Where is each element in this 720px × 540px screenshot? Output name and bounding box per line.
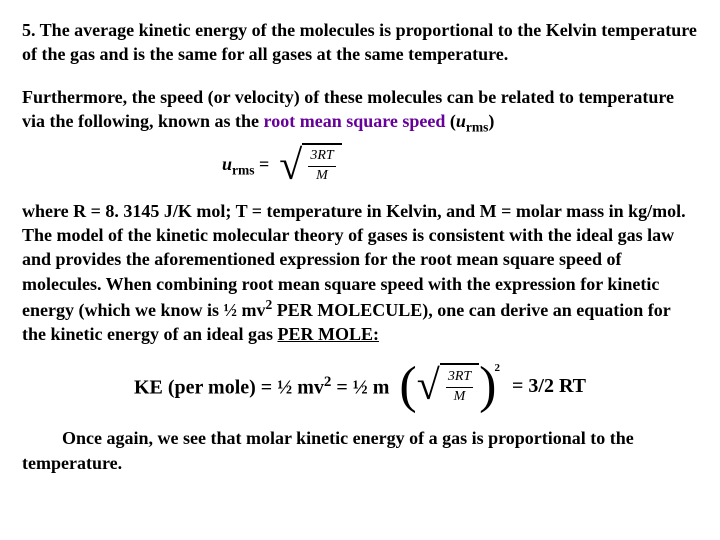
fraction-numerator-2: 3RT (446, 368, 473, 388)
ke-text-b: = ½ m (331, 376, 389, 398)
fraction-denominator-2: M (452, 388, 468, 407)
ke-text-a: KE (per mole) = ½ mv (134, 376, 324, 398)
radical-body: 3RT M (302, 143, 341, 189)
rms-subscript: rms (466, 119, 489, 134)
fraction-denominator: M (314, 167, 330, 186)
u-symbol-eq: u (222, 154, 232, 174)
ke-rhs: = 3/2 RT (512, 373, 586, 400)
sqrt-expression-2: √ 3RT M (417, 363, 479, 409)
equals-sign: = (255, 154, 270, 174)
urms-lhs: urms = (222, 152, 269, 180)
rms-term: root mean square speed (264, 111, 446, 131)
paragraph-intro: Furthermore, the speed (or velocity) of … (22, 85, 698, 137)
left-paren-icon: ( (399, 360, 416, 412)
para1-text-f: ) (488, 111, 494, 131)
radical-sign-icon: √ (279, 143, 302, 189)
para1-text-c: ( (445, 111, 456, 131)
paragraph-explanation: where R = 8. 3145 J/K mol; T = temperatu… (22, 199, 698, 347)
squared-exponent: 2 (494, 361, 500, 376)
radical-body-2: 3RT M (440, 363, 479, 409)
urms-equation: urms = √ 3RT M (22, 143, 698, 189)
sqrt-expression: √ 3RT M (279, 143, 341, 189)
per-mole-underline: PER MOLE: (277, 324, 379, 344)
point-5-heading: 5. The average kinetic energy of the mol… (22, 18, 698, 67)
fraction-numerator: 3RT (308, 147, 335, 167)
u-symbol: u (456, 111, 466, 131)
ke-equation: KE (per mole) = ½ mv2 = ½ m ( √ 3RT M ) … (22, 360, 698, 412)
rms-subscript-eq: rms (232, 162, 255, 177)
ke-lhs: KE (per mole) = ½ mv2 = ½ m (134, 372, 389, 402)
paren-sqrt-squared: ( √ 3RT M ) 2 (399, 360, 502, 412)
radical-sign-icon-2: √ (417, 363, 440, 409)
final-paragraph: Once again, we see that molar kinetic en… (22, 426, 698, 475)
